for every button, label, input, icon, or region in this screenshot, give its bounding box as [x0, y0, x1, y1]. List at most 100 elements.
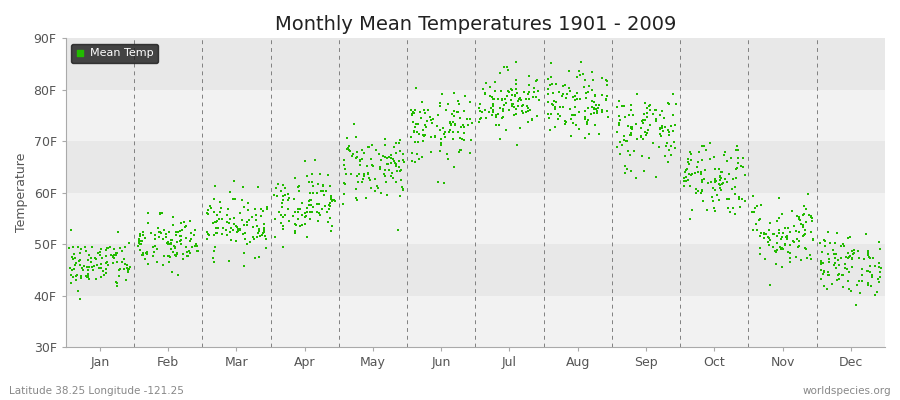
Mean Temp	[832, 262, 847, 268]
Mean Temp	[452, 101, 466, 108]
Mean Temp	[237, 204, 251, 210]
Mean Temp	[206, 254, 220, 261]
Mean Temp	[73, 250, 87, 256]
Mean Temp	[816, 260, 831, 266]
Mean Temp	[768, 248, 782, 254]
Mean Temp	[517, 88, 531, 95]
Mean Temp	[855, 266, 869, 273]
Mean Temp	[68, 262, 82, 268]
Mean Temp	[842, 254, 856, 260]
Mean Temp	[486, 102, 500, 109]
Mean Temp	[693, 190, 707, 196]
Mean Temp	[286, 212, 301, 219]
Mean Temp	[814, 257, 828, 264]
Mean Temp	[164, 245, 178, 252]
Mean Temp	[815, 271, 830, 277]
Mean Temp	[594, 106, 608, 113]
Mean Temp	[542, 115, 556, 121]
Mean Temp	[346, 152, 360, 159]
Mean Temp	[761, 234, 776, 240]
Mean Temp	[752, 250, 767, 257]
Mean Temp	[378, 136, 392, 142]
Mean Temp	[274, 200, 289, 206]
Mean Temp	[511, 98, 526, 104]
Mean Temp	[714, 168, 728, 175]
Mean Temp	[210, 218, 224, 224]
Mean Temp	[342, 143, 356, 149]
Mean Temp	[168, 252, 183, 258]
Mean Temp	[267, 192, 282, 198]
Mean Temp	[585, 97, 599, 104]
Mean Temp	[694, 168, 708, 175]
Mean Temp	[729, 146, 743, 153]
Mean Temp	[136, 252, 150, 258]
Mean Temp	[319, 188, 333, 194]
Mean Temp	[548, 106, 562, 112]
Mean Temp	[635, 153, 650, 159]
Mean Temp	[215, 230, 230, 237]
Mean Temp	[209, 230, 223, 236]
Mean Temp	[655, 108, 670, 114]
Mean Temp	[814, 261, 829, 268]
Mean Temp	[757, 230, 771, 237]
Mean Temp	[200, 210, 214, 216]
Mean Temp	[737, 197, 751, 204]
Mean Temp	[159, 240, 174, 246]
Mean Temp	[841, 235, 855, 241]
Mean Temp	[452, 148, 466, 155]
Mean Temp	[230, 224, 244, 230]
Mean Temp	[754, 230, 769, 236]
Mean Temp	[305, 204, 320, 210]
Mean Temp	[405, 150, 419, 156]
Mean Temp	[625, 126, 639, 132]
Mean Temp	[112, 266, 127, 272]
Mean Temp	[393, 176, 408, 183]
Mean Temp	[74, 273, 88, 280]
Mean Temp	[133, 238, 148, 245]
Mean Temp	[750, 203, 764, 209]
Mean Temp	[504, 97, 518, 103]
Mean Temp	[418, 124, 433, 130]
Mean Temp	[572, 125, 586, 132]
Mean Temp	[342, 146, 356, 153]
Mean Temp	[645, 139, 660, 146]
Mean Temp	[408, 124, 422, 130]
Mean Temp	[423, 134, 437, 140]
Mean Temp	[634, 117, 649, 124]
Mean Temp	[669, 101, 683, 107]
Mean Temp	[806, 236, 820, 242]
Mean Temp	[625, 124, 639, 130]
Mean Temp	[328, 198, 342, 204]
Mean Temp	[68, 254, 82, 261]
Mean Temp	[774, 264, 788, 270]
Mean Temp	[611, 120, 625, 127]
Mean Temp	[487, 88, 501, 94]
Mean Temp	[356, 171, 371, 177]
Mean Temp	[658, 153, 672, 159]
Mean Temp	[552, 88, 566, 95]
Mean Temp	[508, 76, 523, 83]
Mean Temp	[544, 100, 559, 107]
Mean Temp	[817, 238, 832, 244]
Mean Temp	[595, 91, 609, 98]
Mean Temp	[418, 132, 432, 138]
Mean Temp	[440, 151, 454, 158]
Mean Temp	[384, 170, 399, 177]
Mean Temp	[639, 132, 653, 138]
Mean Temp	[75, 265, 89, 272]
Mean Temp	[514, 108, 528, 114]
Mean Temp	[746, 227, 760, 233]
Mean Temp	[587, 106, 601, 112]
Mean Temp	[569, 122, 583, 128]
Mean Temp	[223, 229, 238, 235]
Mean Temp	[81, 271, 95, 278]
Mean Temp	[618, 163, 633, 169]
Mean Temp	[774, 236, 788, 242]
Mean Temp	[450, 108, 464, 115]
Mean Temp	[839, 254, 853, 260]
Mean Temp	[695, 187, 709, 193]
Mean Temp	[771, 195, 786, 201]
Mean Temp	[691, 168, 706, 175]
Mean Temp	[411, 120, 426, 127]
Mean Temp	[587, 110, 601, 116]
